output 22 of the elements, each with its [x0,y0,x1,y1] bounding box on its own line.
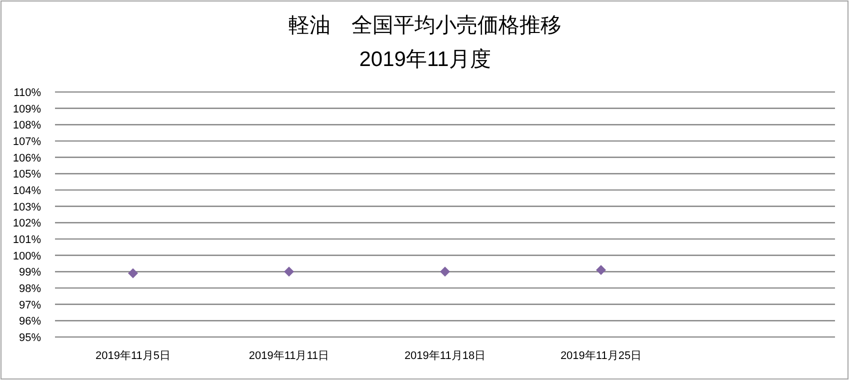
y-tick-label: 105% [12,168,42,181]
y-tick-label: 98% [18,283,42,295]
x-tick-label: 2019年11月11日 [248,350,330,362]
y-tick-label: 107% [12,136,42,148]
y-tick-label: 102% [12,218,42,230]
y-tick-label: 110% [14,87,42,99]
y-tick-label: 96% [18,316,42,328]
y-tick-label: 99% [18,266,42,279]
y-tick-label: 104% [12,185,42,197]
y-tick-label: 95% [18,332,42,344]
x-tick-label: 2019年11月25日 [560,350,642,362]
x-tick-label: 2019年11月5日 [95,350,171,362]
y-tick-label: 109% [12,103,42,116]
y-tick-label: 103% [12,201,42,214]
y-tick-label: 100% [12,250,42,262]
chart-subtitle: 2019年11月度 [359,48,491,71]
y-tick-label: 106% [12,152,42,164]
y-tick-label: 101% [12,234,42,246]
y-tick-label: 108% [12,120,42,132]
x-tick-label: 2019年11月18日 [404,350,486,362]
y-tick-label: 97% [18,299,42,312]
chart-title: 軽油 全国平均小売価格推移 [288,14,562,37]
